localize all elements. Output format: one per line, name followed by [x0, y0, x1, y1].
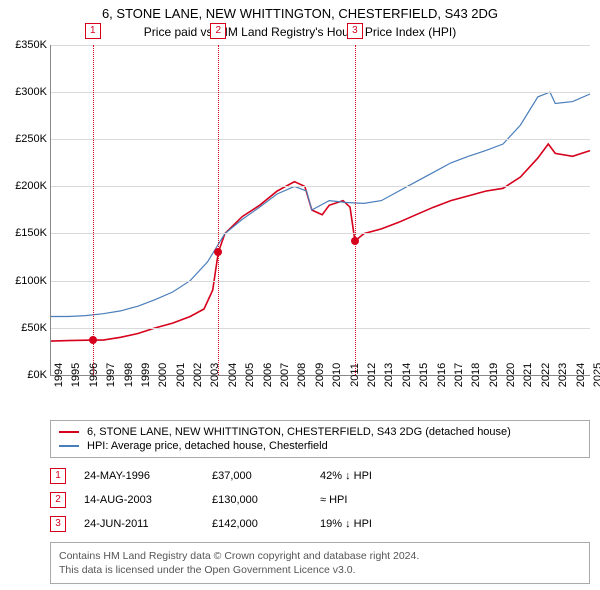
x-axis-label: 2014 [399, 363, 413, 387]
y-axis-label: £150K [15, 227, 51, 239]
y-axis-label: £350K [15, 39, 51, 51]
y-axis-label: £0K [27, 369, 51, 381]
y-axis-label: £200K [15, 180, 51, 192]
event-vline [93, 45, 94, 375]
event-num: 3 [50, 516, 66, 532]
event-row: 2 14-AUG-2003 £130,000 ≈ HPI [50, 488, 590, 512]
legend-swatch [59, 431, 79, 433]
gridline [51, 186, 590, 187]
x-axis-label: 1994 [51, 363, 65, 387]
legend-label: 6, STONE LANE, NEW WHITTINGTON, CHESTERF… [87, 426, 511, 438]
event-dot [351, 237, 359, 245]
event-note: ≈ HPI [320, 494, 347, 506]
gridline [51, 139, 590, 140]
series-property [51, 144, 590, 341]
legend-item: HPI: Average price, detached house, Ches… [59, 439, 581, 453]
gridline [51, 328, 590, 329]
event-marker-box: 1 [85, 23, 101, 39]
line-chart-svg [51, 45, 590, 375]
event-note: 42% ↓ HPI [320, 470, 372, 482]
gridline [51, 45, 590, 46]
events-table: 1 24-MAY-1996 £37,000 42% ↓ HPI 2 14-AUG-2003… [50, 464, 590, 536]
x-axis-label: 2005 [242, 363, 256, 387]
series-hpi [51, 92, 590, 316]
event-dot [89, 336, 97, 344]
event-num: 1 [50, 468, 66, 484]
event-vline [355, 45, 356, 375]
x-axis-label: 2022 [538, 363, 552, 387]
x-axis-label: 1998 [121, 363, 135, 387]
x-axis-label: 2011 [347, 363, 361, 387]
x-axis-label: 1999 [138, 363, 152, 387]
y-axis-label: £50K [21, 322, 51, 334]
x-axis-label: 2004 [225, 363, 239, 387]
x-axis-label: 1997 [103, 363, 117, 387]
footer: Contains HM Land Registry data © Crown c… [50, 542, 590, 584]
x-axis-label: 2002 [190, 363, 204, 387]
y-axis-label: £250K [15, 133, 51, 145]
x-axis-label: 2007 [277, 363, 291, 387]
footer-line: This data is licensed under the Open Gov… [59, 563, 581, 577]
event-date: 14-AUG-2003 [84, 494, 194, 506]
footer-line: Contains HM Land Registry data © Crown c… [59, 549, 581, 563]
event-marker-box: 3 [347, 23, 363, 39]
x-axis-label: 2000 [155, 363, 169, 387]
x-axis-label: 2016 [434, 363, 448, 387]
legend-item: 6, STONE LANE, NEW WHITTINGTON, CHESTERF… [59, 425, 581, 439]
y-axis-label: £300K [15, 86, 51, 98]
plot-area: £0K£50K£100K£150K£200K£250K£300K£350K199… [50, 45, 590, 376]
x-axis-label: 2006 [260, 363, 274, 387]
y-axis-label: £100K [15, 275, 51, 287]
gridline [51, 281, 590, 282]
event-price: £142,000 [212, 518, 302, 530]
x-axis-label: 2021 [520, 363, 534, 387]
legend: 6, STONE LANE, NEW WHITTINGTON, CHESTERF… [50, 420, 590, 458]
event-row: 3 24-JUN-2011 £142,000 19% ↓ HPI [50, 512, 590, 536]
x-axis-label: 2010 [329, 363, 343, 387]
event-vline [218, 45, 219, 375]
chart-title: 6, STONE LANE, NEW WHITTINGTON, CHESTERF… [0, 0, 600, 25]
x-axis-label: 2008 [294, 363, 308, 387]
x-axis-label: 2003 [207, 363, 221, 387]
legend-swatch [59, 445, 79, 447]
x-axis-label: 2009 [312, 363, 326, 387]
event-price: £130,000 [212, 494, 302, 506]
x-axis-label: 1995 [68, 363, 82, 387]
event-num: 2 [50, 492, 66, 508]
event-date: 24-MAY-1996 [84, 470, 194, 482]
chart-container: 6, STONE LANE, NEW WHITTINGTON, CHESTERF… [0, 0, 600, 590]
x-axis-label: 2001 [173, 363, 187, 387]
x-axis-label: 2024 [573, 363, 587, 387]
legend-label: HPI: Average price, detached house, Ches… [87, 440, 328, 452]
event-note: 19% ↓ HPI [320, 518, 372, 530]
event-dot [214, 248, 222, 256]
gridline [51, 92, 590, 93]
x-axis-label: 2019 [486, 363, 500, 387]
event-marker-box: 2 [210, 23, 226, 39]
event-price: £37,000 [212, 470, 302, 482]
x-axis-label: 2012 [364, 363, 378, 387]
event-row: 1 24-MAY-1996 £37,000 42% ↓ HPI [50, 464, 590, 488]
event-date: 24-JUN-2011 [84, 518, 194, 530]
x-axis-label: 2013 [381, 363, 395, 387]
x-axis-label: 2015 [416, 363, 430, 387]
x-axis-label: 2023 [555, 363, 569, 387]
x-axis-label: 2018 [468, 363, 482, 387]
x-axis-label: 2020 [503, 363, 517, 387]
gridline [51, 233, 590, 234]
x-axis-label: 2025 [590, 363, 600, 387]
x-axis-label: 2017 [451, 363, 465, 387]
